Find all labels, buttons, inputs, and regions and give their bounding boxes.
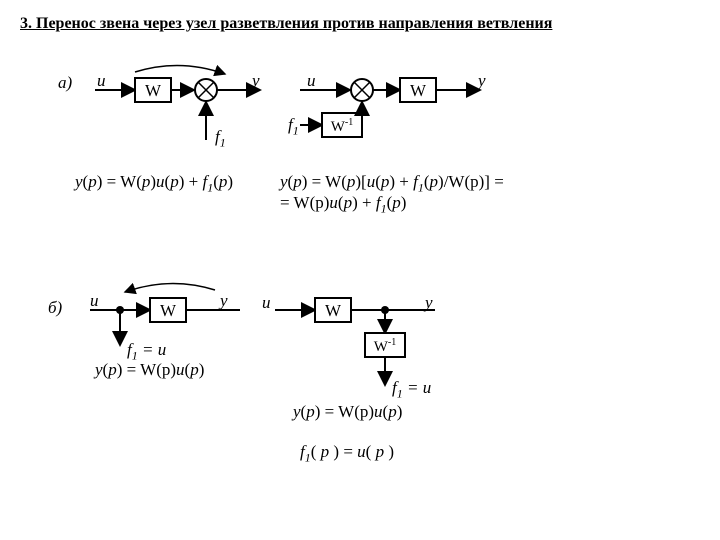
- svg-text:W: W: [160, 301, 177, 320]
- eq-b-left: y(p) = W(p)u(p): [95, 360, 204, 380]
- diagram-b-left: W: [70, 280, 270, 370]
- label-y-b-right: y: [425, 293, 433, 313]
- eq-a-right-1: y(p) = W(p)[u(p) + f1(p)/W(p)] =: [280, 172, 504, 195]
- svg-text:W: W: [325, 301, 342, 320]
- label-b: б): [48, 298, 62, 318]
- page-title: 3. Перенос звена через узел разветвления…: [20, 15, 552, 33]
- eq-b-final: f1( p ) = u( p ): [300, 442, 394, 465]
- label-a: а): [58, 73, 72, 93]
- svg-text:W: W: [145, 81, 162, 100]
- eq-a-right-2: = W(p)u(p) + f1(p): [280, 193, 406, 216]
- label-f1u-b-right: f1 = u: [392, 378, 431, 401]
- label-u-a-left: u: [97, 71, 106, 91]
- label-y-a-left: y: [252, 71, 260, 91]
- label-y-a-right: y: [478, 71, 486, 91]
- label-u-b-left: u: [90, 291, 99, 311]
- diagram-b-right: W W-1: [260, 285, 480, 415]
- label-u-a-right: u: [307, 71, 316, 91]
- label-y-b-left: y: [220, 291, 228, 311]
- eq-a-left: y(p) = W(p)u(p) + f1(p): [75, 172, 233, 195]
- label-f1-a-left: f1: [215, 127, 226, 150]
- label-f1-a-right: f1: [288, 115, 299, 138]
- svg-text:W: W: [410, 81, 427, 100]
- eq-b-right: y(p) = W(p)u(p): [293, 402, 402, 422]
- label-u-b-right: u: [262, 293, 271, 313]
